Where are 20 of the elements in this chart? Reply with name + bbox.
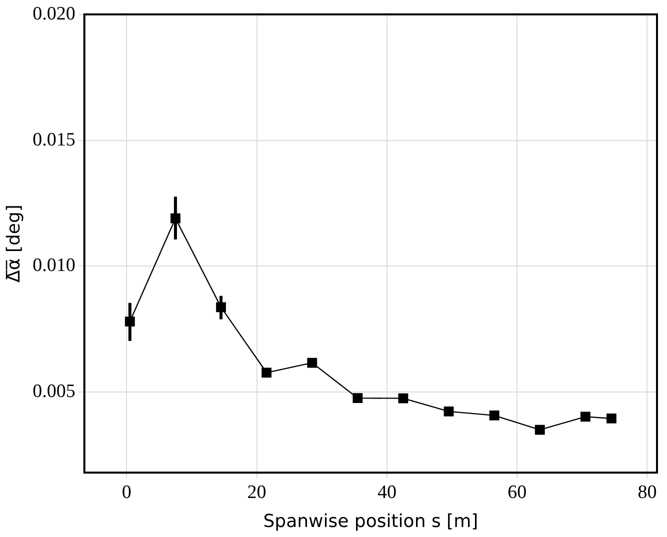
y-tick-label: 0.020 (32, 3, 76, 24)
x-axis-title: Spanwise position s [m] (263, 510, 478, 532)
x-tick-label: 60 (508, 482, 527, 503)
point (352, 393, 363, 404)
y-tick-label: 0.005 (32, 381, 76, 402)
point (606, 414, 616, 424)
point (262, 368, 272, 378)
y-axis-title: Δ̅α̅ [deg] (3, 204, 24, 282)
x-tick-label: 0 (122, 482, 132, 503)
x-tick-label: 20 (247, 482, 266, 503)
point (444, 406, 454, 416)
y-tick-label: 0.010 (32, 255, 76, 276)
point (398, 393, 408, 404)
y-tick-label: 0.015 (32, 129, 76, 150)
point (534, 424, 545, 435)
point (489, 410, 500, 420)
x-tick-label: 80 (638, 482, 657, 503)
point (580, 412, 590, 422)
x-tick-label: 40 (377, 482, 396, 503)
point (307, 358, 318, 368)
